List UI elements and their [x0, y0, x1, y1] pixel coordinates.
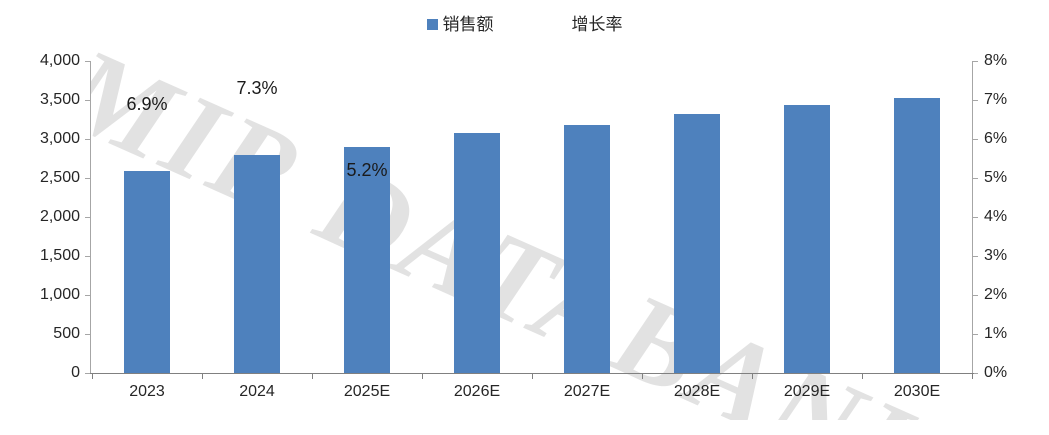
- x-axis-tick: [642, 373, 643, 379]
- y-axis-right-tick-label: 2%: [984, 286, 1008, 303]
- y-axis-right-tick-label: 7%: [984, 91, 1008, 108]
- y-axis-left-tick: [85, 373, 90, 374]
- bar[interactable]: [454, 133, 500, 373]
- x-axis-tick: [972, 373, 973, 379]
- chart-legend: 销售额 增长率: [0, 16, 1049, 33]
- x-axis-tick-label: 2027E: [563, 383, 611, 400]
- y-axis-left-tick: [85, 139, 90, 140]
- bar[interactable]: [234, 155, 280, 373]
- x-axis-tick-label: 2025E: [343, 383, 391, 400]
- x-axis-tick-label: 2024: [239, 383, 275, 400]
- bar[interactable]: [124, 170, 170, 373]
- x-axis-tick: [752, 373, 753, 379]
- legend-swatch-growth-rate-icon: [556, 19, 567, 30]
- y-axis-right-tick: [973, 256, 978, 257]
- y-axis-right-tick: [973, 295, 978, 296]
- y-axis-left-tick-label: 500: [53, 325, 80, 342]
- y-axis-left-tick: [85, 217, 90, 218]
- y-axis-left-tick-label: 0: [71, 364, 80, 381]
- x-axis-tick: [202, 373, 203, 379]
- y-axis-right-tick: [973, 334, 978, 335]
- y-axis-left-tick: [85, 334, 90, 335]
- y-axis-left-tick-label: 1,500: [39, 247, 80, 264]
- y-axis-right-tick-label: 0%: [984, 364, 1008, 381]
- y-axis-left-tick-label: 2,500: [39, 169, 80, 186]
- x-axis-tick-label: 2028E: [673, 383, 721, 400]
- bar-series-sales: [92, 61, 972, 373]
- bar[interactable]: [674, 114, 720, 373]
- y-axis-left-tick-label: 3,000: [39, 130, 80, 147]
- x-axis-tick: [532, 373, 533, 379]
- legend-label-sales: 销售额: [442, 15, 494, 34]
- y-axis-left-tick: [85, 178, 90, 179]
- x-axis-tick: [92, 373, 93, 379]
- legend-swatch-sales-icon: [426, 19, 438, 30]
- data-label-growth-rate: 5.2%: [346, 160, 388, 181]
- y-axis-right-tick-label: 8%: [984, 52, 1008, 69]
- y-axis-left-tick: [85, 295, 90, 296]
- y-axis-left-tick-label: 2,000: [39, 208, 80, 225]
- bar[interactable]: [564, 124, 610, 373]
- data-label-growth-rate: 6.9%: [126, 93, 168, 114]
- y-axis-right-tick-label: 6%: [984, 130, 1008, 147]
- y-axis-right-tick: [973, 373, 978, 374]
- y-axis-left-tick: [85, 61, 90, 62]
- y-axis-left-tick: [85, 256, 90, 257]
- y-axis-right-tick-label: 4%: [984, 208, 1008, 225]
- y-axis-right-tick-label: 3%: [984, 247, 1008, 264]
- y-axis-left-line: [90, 61, 91, 374]
- y-axis-right-tick: [973, 61, 978, 62]
- y-axis-right-tick: [973, 139, 978, 140]
- bar[interactable]: [894, 98, 940, 373]
- y-axis-right-tick: [973, 178, 978, 179]
- y-axis-right-tick-label: 1%: [984, 325, 1008, 342]
- x-axis-tick-label: 2030E: [893, 383, 941, 400]
- y-axis-left-tick-label: 4,000: [39, 52, 80, 69]
- legend-label-growth-rate: 增长率: [571, 15, 623, 34]
- y-axis-left-tick-label: 1,000: [39, 286, 80, 303]
- x-axis-tick: [422, 373, 423, 379]
- y-axis-right-tick: [973, 100, 978, 101]
- legend-item-growth-rate[interactable]: 增长率: [556, 16, 623, 33]
- bar[interactable]: [784, 105, 830, 373]
- y-axis-left-tick-label: 3,500: [39, 91, 80, 108]
- x-axis-tick-label: 2023: [129, 383, 165, 400]
- legend-item-sales[interactable]: 销售额: [426, 15, 494, 34]
- x-axis-tick: [862, 373, 863, 379]
- plot-area: [92, 61, 972, 373]
- y-axis-left-tick: [85, 100, 90, 101]
- y-axis-right-tick: [973, 217, 978, 218]
- data-label-growth-rate: 7.3%: [236, 78, 278, 99]
- x-axis-tick-label: 2026E: [453, 383, 501, 400]
- x-axis-tick-label: 2029E: [783, 383, 831, 400]
- y-axis-right-tick-label: 5%: [984, 169, 1008, 186]
- x-axis-tick: [312, 373, 313, 379]
- y-axis-right-line: [972, 61, 973, 374]
- bar[interactable]: [344, 146, 390, 373]
